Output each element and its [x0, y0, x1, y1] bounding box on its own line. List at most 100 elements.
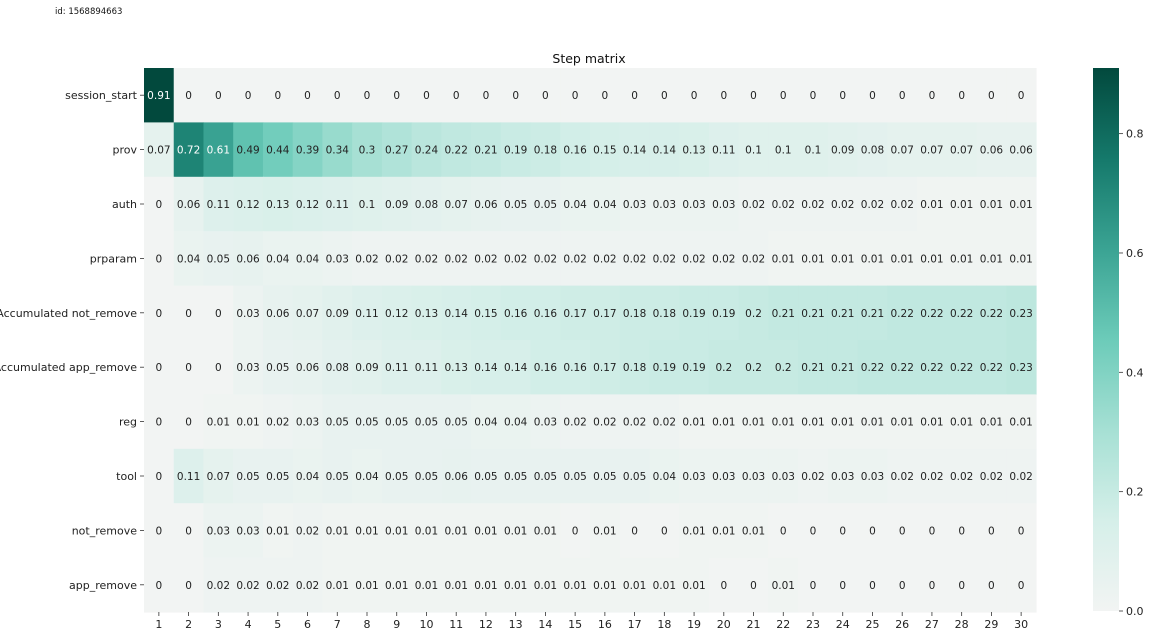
heatmap-cell: [708, 231, 740, 287]
heatmap-cell: [352, 448, 383, 504]
heatmap-cell: [530, 285, 561, 341]
cell-value-label: 0: [899, 580, 906, 592]
heatmap-cell: [946, 394, 978, 450]
heatmap-cell: [173, 68, 205, 123]
heatmap-cell: [441, 340, 472, 395]
heatmap-cell: [768, 448, 799, 504]
cell-value-label: 0.13: [445, 362, 468, 374]
cell-value-label: 0.04: [593, 199, 617, 211]
heatmap-cell: [530, 503, 561, 559]
cell-value-label: 0.11: [207, 199, 230, 211]
cell-value-label: 0.05: [326, 471, 349, 483]
heatmap-cell: [530, 448, 561, 504]
heatmap-cell: [411, 122, 442, 178]
cell-value-label: 0.02: [742, 199, 765, 211]
heatmap-cell: [500, 176, 532, 232]
heatmap-cell: [441, 231, 472, 287]
heatmap-cell: [679, 122, 710, 178]
heatmap-cell: [203, 176, 234, 232]
heatmap-cell: [262, 122, 294, 178]
cell-value-label: 0.22: [950, 308, 973, 320]
cell-value-label: 0.21: [801, 308, 824, 320]
heatmap-cell: [917, 448, 948, 504]
cell-value-label: 0.19: [712, 308, 735, 320]
row-label: not_remove: [72, 524, 138, 537]
cell-value-label: 0.01: [980, 417, 1003, 429]
cell-value-label: 0: [750, 580, 757, 592]
heatmap-cell: [471, 448, 502, 504]
cell-value-label: 0.01: [653, 580, 676, 592]
heatmap-cell: [946, 68, 978, 123]
cell-value-label: 0.14: [474, 362, 498, 374]
heatmap-cell: [322, 285, 353, 341]
heatmap-cell: [708, 68, 740, 123]
heatmap-cell: [679, 285, 710, 341]
heatmap-cell: [530, 340, 561, 395]
heatmap-cell: [233, 285, 264, 341]
cell-value-label: 0: [245, 90, 252, 102]
cell-value-label: 0: [661, 525, 668, 537]
cell-value-label: 0.02: [1009, 471, 1032, 483]
heatmap-cell: [233, 340, 264, 395]
cell-value-label: 0.04: [653, 471, 677, 483]
cell-value-label: 0.01: [980, 199, 1003, 211]
cell-value-label: 0.01: [504, 580, 527, 592]
cell-value-label: 0.05: [504, 199, 527, 211]
cell-value-label: 0.19: [682, 362, 705, 374]
heatmap-cells: 0.91 0 0 0 0 0 0 0 0 0 0 0 0 0 0 0 0 0 0 0 0 0 0 0 0 0 0 0 0 0 0.07 0.7…: [144, 68, 1037, 613]
cell-value-label: 0.21: [801, 362, 824, 374]
heatmap-cell: [1006, 122, 1037, 178]
cell-value-label: 0: [185, 525, 192, 537]
heatmap-cell: [679, 231, 710, 287]
column-label: 14: [538, 618, 552, 631]
heatmap-cell: [203, 122, 234, 178]
heatmap-cell: [560, 394, 591, 450]
heatmap-cell: [500, 394, 532, 450]
heatmap-cell: [233, 68, 264, 123]
heatmap-cell: [708, 503, 740, 559]
cell-value-label: 0.01: [445, 580, 468, 592]
heatmap-cell: [590, 122, 621, 178]
cell-value-label: 0: [215, 362, 222, 374]
cell-value-label: 0.05: [474, 471, 497, 483]
cell-value-label: 0.91: [147, 90, 170, 102]
heatmap-cell: [619, 340, 651, 395]
cell-value-label: 0: [780, 525, 787, 537]
cell-value-label: 0.02: [296, 580, 319, 592]
heatmap-cell: [827, 340, 859, 395]
heatmap-cell: [738, 68, 769, 123]
cell-value-label: 0.01: [474, 525, 497, 537]
cell-value-label: 0: [631, 525, 638, 537]
cell-value-label: 0.01: [682, 417, 705, 429]
heatmap-cell: [708, 394, 740, 450]
heatmap-cell: [679, 557, 710, 613]
heatmap-cell: [262, 394, 294, 450]
heatmap-cell: [441, 68, 472, 123]
cell-value-label: 0.05: [355, 417, 378, 429]
cell-value-label: 0.22: [980, 362, 1003, 374]
cell-value-label: 0: [185, 362, 192, 374]
cell-value-label: 0.03: [236, 362, 259, 374]
cell-value-label: 0.13: [682, 145, 705, 157]
heatmap-cell: [827, 231, 859, 287]
cell-value-label: 0.07: [296, 308, 319, 320]
cell-value-label: 0.03: [861, 471, 884, 483]
heatmap-cell: [173, 285, 205, 341]
cell-value-label: 0.05: [415, 417, 438, 429]
heatmap-cell: [352, 340, 383, 395]
heatmap-cell: [887, 68, 918, 123]
cell-value-label: 0: [839, 90, 846, 102]
cell-value-label: 0: [334, 90, 341, 102]
heatmap-cell: [471, 176, 502, 232]
heatmap-cell: [203, 68, 234, 123]
cell-value-label: 0: [393, 90, 400, 102]
heatmap-cell: [976, 285, 1007, 341]
cell-value-label: 0: [185, 417, 192, 429]
heatmap-cell: [946, 557, 978, 613]
cell-value-label: 0.21: [831, 308, 854, 320]
heatmap-cell: [173, 340, 205, 395]
heatmap-cell: [798, 557, 829, 613]
heatmap-cell: [976, 231, 1007, 287]
heatmap-cell: [471, 122, 502, 178]
heatmap-cell: [708, 176, 740, 232]
